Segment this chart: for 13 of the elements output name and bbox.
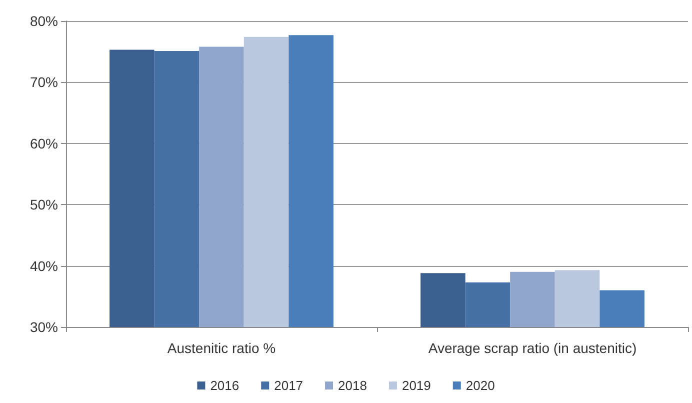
legend-label: 2019	[402, 378, 431, 393]
legend-label: 2018	[338, 378, 367, 393]
y-tick-label: 70%	[30, 74, 58, 90]
x-tick-label: Average scrap ratio (in austenitic)	[428, 340, 637, 356]
legend-label: 2017	[274, 378, 304, 393]
legend-label: 2016	[210, 378, 240, 393]
y-tick-label: 60%	[30, 135, 58, 152]
y-tick-label: 50%	[30, 196, 58, 213]
legend-label: 2020	[466, 378, 495, 393]
y-tick-label: 80%	[30, 13, 58, 29]
y-tick-label: 40%	[30, 258, 58, 274]
x-tick-label: Austenitic ratio %	[167, 340, 276, 356]
y-tick-label: 30%	[30, 319, 58, 335]
